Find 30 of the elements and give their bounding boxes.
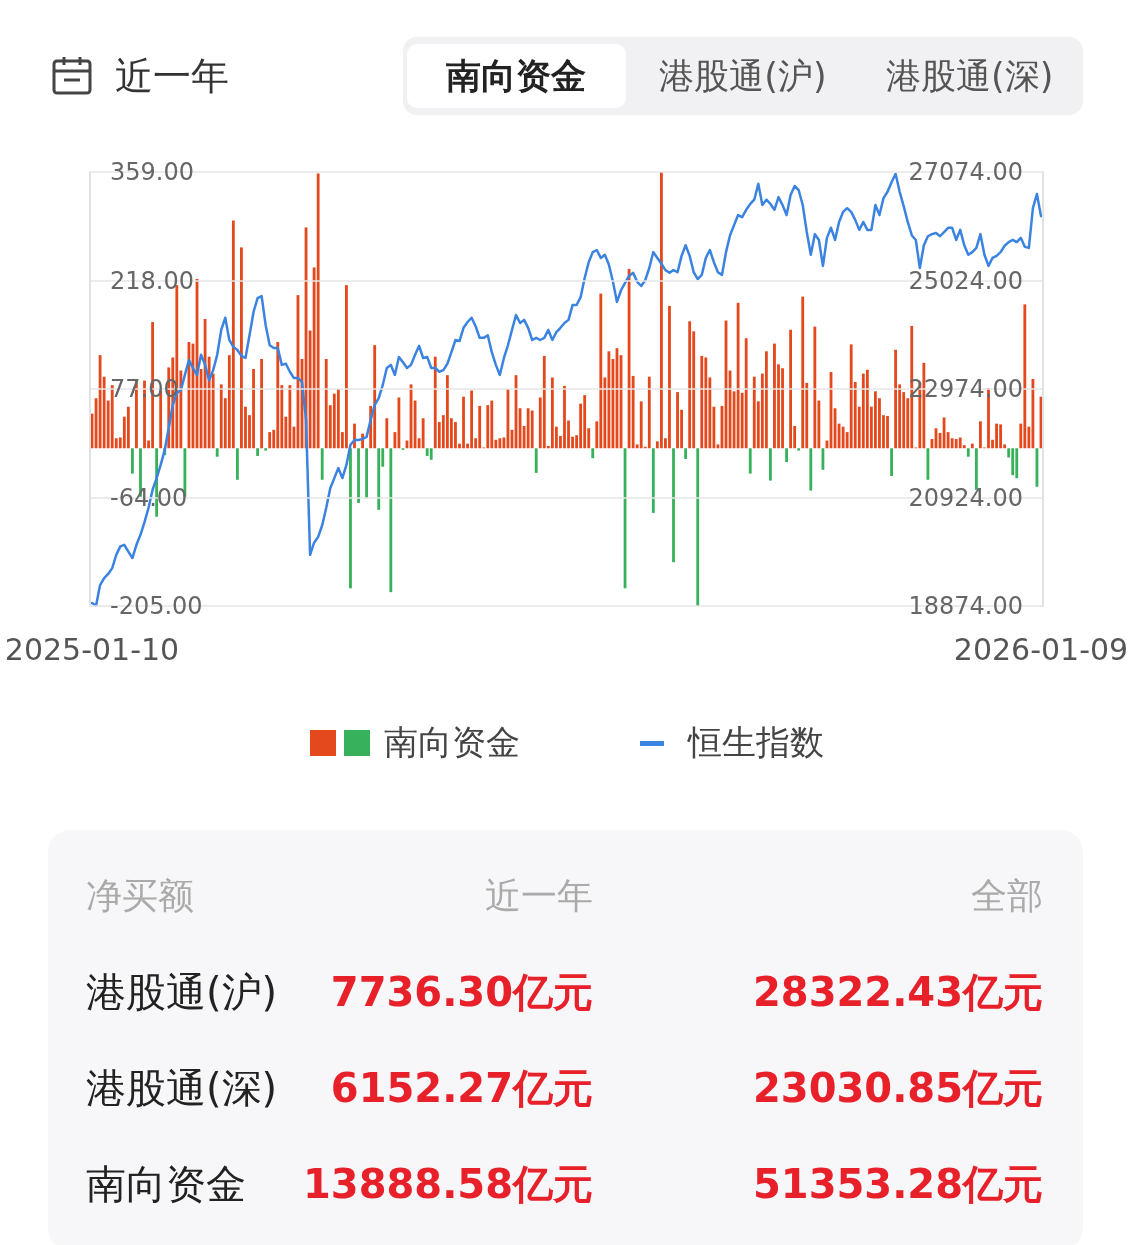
text: 13888.58亿元 — [302, 1160, 593, 1209]
text: 51353.28亿元 — [752, 1160, 1043, 1209]
text: 港股通(深) — [86, 1064, 278, 1113]
text: 港股通(沪) — [658, 55, 828, 98]
y2-tick-label: 27074.00 — [908, 158, 1023, 186]
text: 6152.27亿元 — [330, 1064, 593, 1113]
y-tick-label: -64.00 — [110, 483, 188, 512]
text: 港股通(深) — [885, 55, 1055, 98]
text: 23030.85亿元 — [752, 1064, 1043, 1113]
text: 净买额 — [86, 874, 194, 918]
text: 7736.30亿元 — [330, 968, 593, 1017]
legend-label: 恒生指数 — [687, 721, 824, 764]
text: 港股通(沪) — [86, 968, 278, 1017]
y2-tick-label: 25024.00 — [908, 266, 1023, 295]
text: 南向资金 — [86, 1160, 246, 1209]
x-tick-label: 2025-01-10 — [4, 631, 180, 667]
text: 南向资金 — [407, 44, 626, 108]
legend-label: 南向资金 — [383, 721, 520, 764]
y-tick-label: -205.00 — [110, 592, 203, 620]
x-tick-label: 2026-01-09 — [953, 631, 1129, 667]
y2-tick-label: 20924.00 — [908, 483, 1023, 512]
y2-tick-label: 22974.00 — [908, 375, 1023, 403]
text: 28322.43亿元 — [752, 968, 1043, 1017]
text: 全部 — [971, 874, 1043, 918]
y-tick-label: 77.00 — [110, 375, 179, 403]
chart-title: 近一年 — [115, 53, 229, 100]
text: 近一年 — [485, 874, 593, 918]
y-tick-label: 218.00 — [110, 266, 194, 295]
y-tick-label: 359.00 — [110, 158, 194, 186]
y2-tick-label: 18874.00 — [908, 592, 1023, 620]
